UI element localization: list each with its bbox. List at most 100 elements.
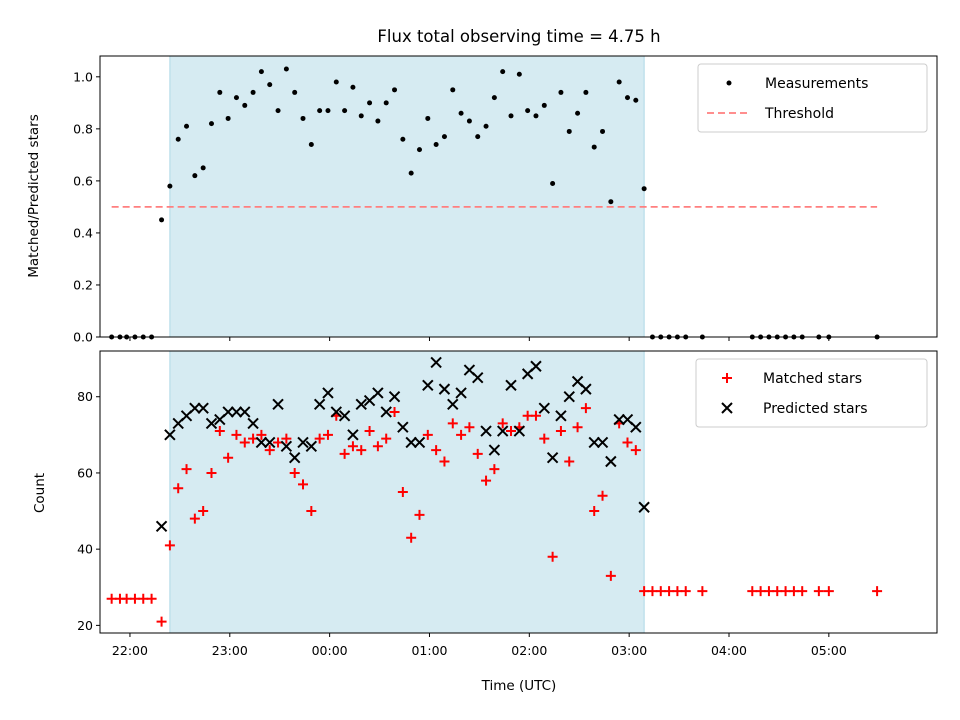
predicted-stars-point (255, 436, 268, 449)
matched-stars-point (347, 441, 358, 452)
matched-stars-point (164, 540, 175, 551)
y-axis-label-bottom: Count (32, 473, 48, 513)
predicted-stars-point (222, 406, 234, 418)
measurement-point (217, 89, 223, 95)
predicted-stars-point (638, 501, 650, 513)
measurement-point (433, 141, 439, 147)
x-tick-label: 01:00 (411, 643, 447, 658)
measurement-point (400, 136, 406, 142)
matched-stars-point (605, 570, 616, 581)
matched-stars-point (397, 487, 408, 497)
matched-stars-point (539, 433, 550, 444)
matched-stars-point (306, 506, 317, 517)
matched-stars-point (622, 437, 633, 448)
measurement-point (425, 115, 431, 121)
measurement-point (558, 89, 564, 95)
matched-stars-point (481, 475, 492, 486)
predicted-stars-point (630, 421, 642, 433)
predicted-stars-point (388, 391, 401, 403)
measurement-point (258, 69, 264, 75)
measurement-point (333, 79, 339, 85)
y-tick-label: 60 (77, 465, 93, 480)
chart-title: Flux total observing time = 4.75 h (377, 27, 660, 46)
matched-stars-point (555, 426, 566, 437)
predicted-stars-point (438, 383, 451, 395)
measurement-point (317, 108, 323, 114)
measurement-point (159, 217, 165, 223)
measurement-point (283, 66, 289, 72)
predicted-stars-point (488, 444, 501, 456)
predicted-stars-point (372, 387, 384, 399)
predicted-stars-point (596, 436, 609, 449)
measurement-point (358, 113, 364, 119)
matched-stars-point (181, 464, 192, 475)
matched-stars-point (597, 490, 608, 501)
y-axis-label-top: Matched/Predicted stars (26, 114, 42, 277)
matched-stars-point (223, 452, 234, 463)
predicted-stars-point (272, 398, 284, 411)
matched-stars-point (189, 513, 200, 524)
predicted-stars-point (288, 451, 301, 464)
matched-stars-point (298, 479, 309, 490)
y-tick-label: 20 (77, 618, 93, 633)
measurement-point (242, 102, 248, 108)
legend-label: Threshold (764, 106, 834, 122)
measurement-point (516, 71, 522, 77)
predicted-stars-point (313, 398, 326, 411)
y-tick-label: 0.8 (73, 121, 93, 136)
predicted-stars-point (472, 371, 484, 384)
measurement-point (508, 113, 514, 119)
measurement-point (292, 89, 298, 95)
measurement-point (583, 89, 589, 95)
predicted-stars-point (347, 429, 359, 441)
measurement-point (466, 118, 472, 124)
matched-stars-point (530, 410, 541, 421)
predicted-stars-point (239, 406, 251, 418)
measurement-point (167, 183, 173, 189)
predicted-stars-point (605, 455, 617, 468)
measurement-point (483, 123, 489, 129)
measurement-point (441, 134, 447, 140)
y-tick-label: 1.0 (73, 69, 93, 84)
matched-stars-point (580, 403, 591, 414)
matched-stars-point (156, 616, 167, 627)
measurement-point (450, 87, 456, 93)
predicted-stars-point (480, 425, 492, 437)
predicted-stars-point (530, 360, 542, 372)
legend-label: Measurements (765, 76, 868, 92)
predicted-stars-point (322, 387, 334, 399)
matched-stars-point (339, 448, 350, 459)
predicted-stars-point (264, 436, 276, 449)
measurement-point (591, 144, 597, 150)
y-tick-label: 0.2 (73, 277, 93, 292)
predicted-stars-point (496, 425, 509, 437)
measurement-point (375, 118, 381, 124)
y-tick-label: 0.0 (73, 330, 93, 345)
measurement-point (325, 108, 331, 114)
predicted-stars-point (164, 429, 176, 441)
matched-stars-point (564, 456, 575, 467)
predicted-stars-point (588, 436, 600, 449)
x-tick-label: 05:00 (811, 643, 847, 658)
predicted-stars-point (422, 379, 434, 392)
matched-stars-point (206, 467, 217, 478)
predicted-stars-point (430, 356, 442, 369)
matched-stars-point (414, 509, 425, 520)
matched-stars-point (823, 586, 834, 597)
x-tick-label: 22:00 (112, 643, 148, 658)
measurement-point (616, 79, 622, 85)
matched-stars-point (489, 464, 500, 475)
matched-stars-point (406, 532, 417, 543)
predicted-stars-point (505, 379, 517, 392)
y-tick-label: 0.4 (73, 225, 93, 240)
y-tick-label: 80 (77, 389, 93, 404)
matched-stars-point (422, 429, 433, 440)
matched-stars-point (572, 422, 583, 433)
predicted-stars-point (338, 410, 351, 422)
plot-frame (99, 55, 938, 338)
matched-stars-point (198, 506, 209, 517)
measurement-point (250, 89, 256, 95)
measurement-point (275, 108, 281, 114)
measurement-point (525, 108, 531, 114)
predicted-stars-point (189, 402, 201, 414)
